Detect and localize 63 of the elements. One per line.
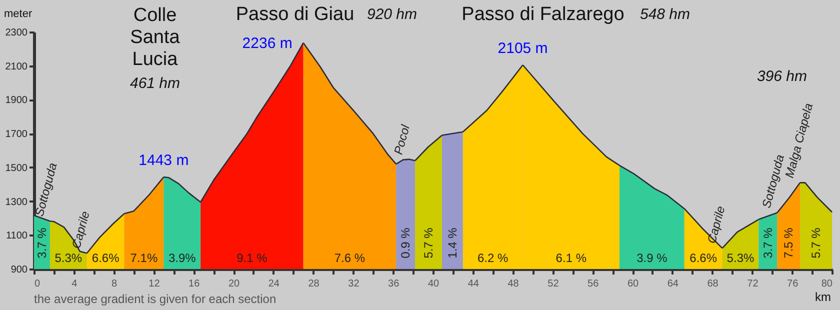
annotation: 3.7 % <box>760 227 775 258</box>
x-tick-label: 80 <box>821 278 833 290</box>
y-tick-label: 1900 <box>5 95 28 106</box>
annotation: Caprile <box>69 209 92 250</box>
text: 548 hm <box>640 6 690 23</box>
annotation: 9.1 % <box>236 251 268 265</box>
y-axis-title: meter <box>4 8 32 20</box>
annotation: 3.9% <box>168 251 196 265</box>
x-tick-label: 36 <box>388 278 400 290</box>
text: Passo di Giau <box>236 4 354 25</box>
annotation: 5.3% <box>54 251 82 265</box>
annotation: 5.7 % <box>809 227 824 258</box>
x-tick-label: 60 <box>627 278 639 290</box>
x-tick-label: 48 <box>508 278 520 290</box>
annotation: 6.6% <box>92 251 120 265</box>
x-tick-label: 56 <box>588 278 600 290</box>
annotation: 396 hm <box>756 68 808 85</box>
annotation: Pocol <box>391 123 413 156</box>
annotation: Colle Santa Lucia <box>130 5 180 70</box>
annotation: 5.3% <box>726 251 754 265</box>
data-label: 2105 m <box>498 40 548 58</box>
y-tick-label: 2100 <box>5 61 28 72</box>
x-tick-label: 64 <box>667 278 679 290</box>
text: the average gradient is given for each section <box>34 292 276 306</box>
annotation: 3.7 % <box>34 227 49 258</box>
annotation: 5.7 % <box>422 227 436 258</box>
annotation: 0.9 % <box>398 227 413 258</box>
annotation: 6.2 % <box>478 251 509 265</box>
y-tick-label: 2300 <box>5 28 28 38</box>
annotation: 7.6 % <box>334 251 366 265</box>
text: Passo di Falzarego <box>462 4 624 25</box>
x-tick-label: 52 <box>548 278 560 290</box>
x-tick-label: 76 <box>787 278 799 290</box>
y-tick-label: 1100 <box>6 230 28 242</box>
x-axis-title: km <box>815 290 831 304</box>
x-tick-label: 20 <box>228 278 240 290</box>
x-tick-label: 32 <box>348 278 360 290</box>
y-tick-label: 1700 <box>5 129 28 140</box>
x-tick-label: 72 <box>747 278 759 290</box>
data-label: 1443 m <box>138 152 189 170</box>
annotation: 7.5 % <box>782 227 796 258</box>
x-tick-label: 68 <box>707 278 719 290</box>
x-tick-label: 44 <box>468 278 480 290</box>
data-label: 2236 m <box>242 34 292 52</box>
annotation: 7.1% <box>130 251 158 265</box>
x-tick-label: 40 <box>428 278 440 290</box>
annotation: 6.6% <box>690 251 718 265</box>
x-tick-label: 0 <box>34 278 40 290</box>
text: 920 hm <box>366 6 418 23</box>
x-tick-label: 24 <box>268 278 280 290</box>
annotation: Caprile <box>704 204 728 245</box>
annotation: 461 hm <box>130 75 180 92</box>
y-tick-label: 900 <box>10 264 28 276</box>
x-tick-label: 12 <box>148 278 160 290</box>
x-tick-label: 4 <box>72 278 78 290</box>
annotation: 3.9 % <box>636 251 668 265</box>
x-tick-label: 16 <box>188 278 200 290</box>
annotation: 1.4 % <box>445 227 460 258</box>
x-tick-label: 8 <box>112 278 118 290</box>
annotation: 6.1 % <box>556 251 587 265</box>
x-tick-label: 28 <box>308 278 320 290</box>
y-tick-label: 1500 <box>5 162 28 174</box>
y-tick-label: 1300 <box>5 196 28 208</box>
